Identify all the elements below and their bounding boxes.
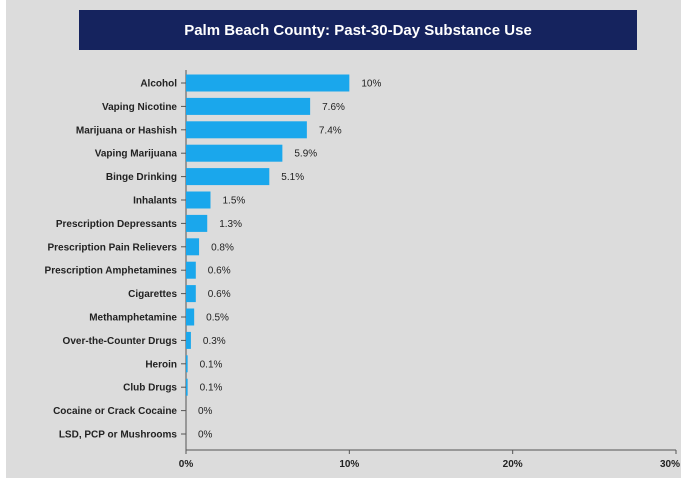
value-label: 0.3%	[203, 336, 226, 347]
chart-title: Palm Beach County: Past-30-Day Substance…	[184, 21, 532, 39]
x-tick-label: 20%	[503, 459, 523, 470]
value-label: 0.6%	[208, 266, 231, 277]
bar	[186, 97, 311, 115]
category-label: Alcohol	[140, 79, 177, 90]
value-label: 10%	[361, 79, 381, 90]
bar	[186, 214, 208, 232]
category-label: Inhalants	[133, 196, 177, 207]
value-label: 1.3%	[219, 219, 242, 230]
category-label: Vaping Marijuana	[95, 149, 178, 160]
bar	[186, 378, 188, 396]
category-label: Cocaine or Crack Cocaine	[53, 406, 177, 417]
value-label: 0.6%	[208, 289, 231, 300]
value-label: 0.1%	[200, 383, 223, 394]
value-label: 5.1%	[281, 172, 304, 183]
category-label: Prescription Amphetamines	[45, 266, 178, 277]
value-label: 0%	[198, 406, 213, 417]
bar	[186, 331, 191, 349]
value-label: 0.5%	[206, 313, 229, 324]
value-label: 0.8%	[211, 242, 234, 253]
x-tick-label: 0%	[179, 459, 194, 470]
bar	[186, 144, 283, 162]
category-label: Over-the-Counter Drugs	[63, 336, 178, 347]
category-label: LSD, PCP or Mushrooms	[59, 430, 178, 441]
value-label: 1.5%	[223, 196, 246, 207]
bar	[186, 121, 307, 139]
bar	[186, 74, 350, 92]
bar	[186, 308, 195, 326]
value-label: 5.9%	[294, 149, 317, 160]
category-label: Prescription Depressants	[56, 219, 178, 230]
value-label: 0.1%	[200, 359, 223, 370]
category-label: Vaping Nicotine	[102, 102, 177, 113]
category-label: Marijuana or Hashish	[76, 125, 177, 136]
category-label: Cigarettes	[128, 289, 177, 300]
bar	[186, 285, 196, 303]
chart-title-bar: Palm Beach County: Past-30-Day Substance…	[79, 10, 637, 50]
category-label: Heroin	[145, 359, 177, 370]
bar	[186, 191, 211, 209]
bar	[186, 168, 270, 186]
category-label: Binge Drinking	[106, 172, 177, 183]
category-label: Prescription Pain Relievers	[47, 242, 177, 253]
x-tick-label: 10%	[339, 459, 359, 470]
bar	[186, 238, 200, 256]
value-label: 7.6%	[322, 102, 345, 113]
value-label: 0%	[198, 430, 213, 441]
category-label: Club Drugs	[123, 383, 177, 394]
bar	[186, 355, 188, 373]
value-label: 7.4%	[319, 125, 342, 136]
category-label: Methamphetamine	[89, 313, 177, 324]
x-tick-label: 30%	[660, 459, 680, 470]
bar	[186, 261, 196, 279]
